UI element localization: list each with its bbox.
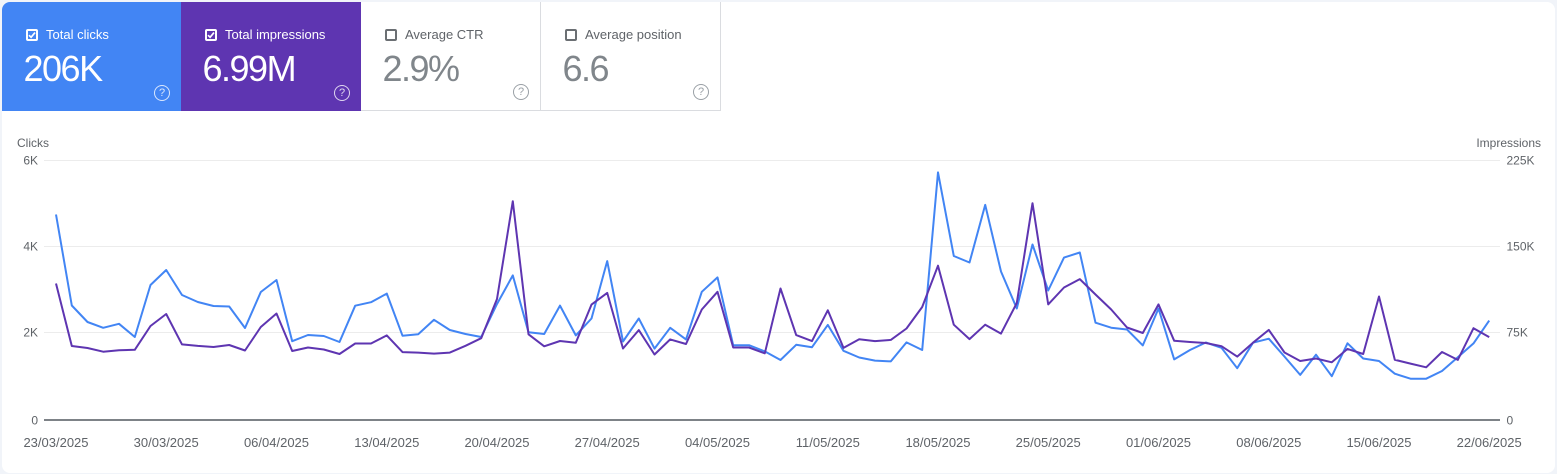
svg-text:27/04/2025: 27/04/2025 bbox=[575, 435, 640, 450]
svg-text:150K: 150K bbox=[1507, 240, 1535, 254]
svg-text:0: 0 bbox=[1507, 414, 1514, 428]
svg-text:20/04/2025: 20/04/2025 bbox=[464, 435, 529, 450]
svg-text:75K: 75K bbox=[1507, 326, 1528, 340]
svg-text:04/05/2025: 04/05/2025 bbox=[685, 435, 750, 450]
svg-text:18/05/2025: 18/05/2025 bbox=[905, 435, 970, 450]
svg-text:4K: 4K bbox=[23, 240, 38, 254]
svg-text:01/06/2025: 01/06/2025 bbox=[1126, 435, 1191, 450]
svg-text:23/03/2025: 23/03/2025 bbox=[23, 435, 88, 450]
svg-text:30/03/2025: 30/03/2025 bbox=[134, 435, 199, 450]
svg-text:225K: 225K bbox=[1507, 154, 1535, 168]
svg-text:13/04/2025: 13/04/2025 bbox=[354, 435, 419, 450]
svg-text:11/05/2025: 11/05/2025 bbox=[796, 435, 860, 450]
svg-text:Impressions: Impressions bbox=[1476, 136, 1541, 150]
svg-text:2K: 2K bbox=[23, 326, 38, 340]
svg-text:0: 0 bbox=[31, 414, 38, 428]
svg-text:6K: 6K bbox=[23, 154, 38, 168]
svg-text:06/04/2025: 06/04/2025 bbox=[244, 435, 309, 450]
svg-text:25/05/2025: 25/05/2025 bbox=[1016, 435, 1081, 450]
svg-text:Clicks: Clicks bbox=[17, 136, 49, 150]
svg-text:15/06/2025: 15/06/2025 bbox=[1346, 435, 1411, 450]
svg-text:08/06/2025: 08/06/2025 bbox=[1236, 435, 1301, 450]
svg-text:22/06/2025: 22/06/2025 bbox=[1457, 435, 1522, 450]
